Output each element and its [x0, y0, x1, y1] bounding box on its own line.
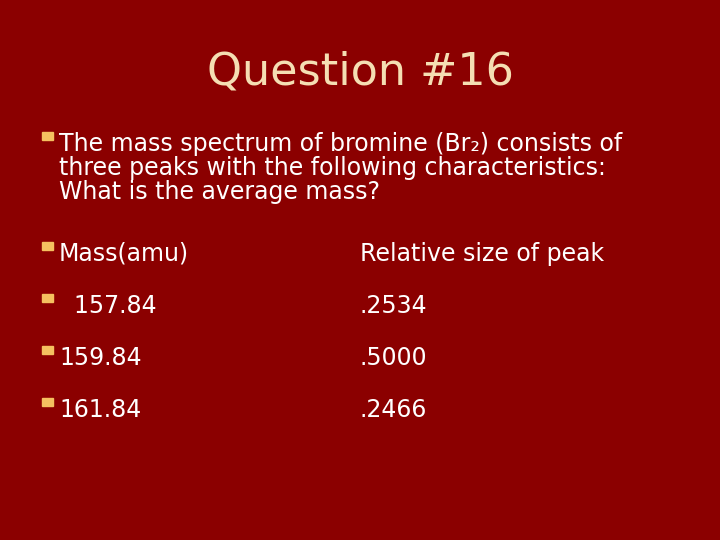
- Text: 161.84: 161.84: [59, 398, 141, 422]
- Bar: [42, 397, 53, 407]
- Text: Question #16: Question #16: [207, 50, 513, 93]
- Text: 157.84: 157.84: [59, 294, 157, 318]
- Bar: [42, 294, 53, 302]
- Text: Relative size of peak: Relative size of peak: [360, 242, 604, 266]
- Text: 159.84: 159.84: [59, 346, 142, 370]
- Text: What is the average mass?: What is the average mass?: [59, 180, 380, 204]
- Text: .2534: .2534: [360, 294, 428, 318]
- Text: Mass(amu): Mass(amu): [59, 242, 189, 266]
- Bar: [42, 132, 53, 140]
- Text: The mass spectrum of bromine (Br₂) consists of: The mass spectrum of bromine (Br₂) consi…: [59, 132, 622, 156]
- Text: three peaks with the following characteristics:: three peaks with the following character…: [59, 156, 606, 180]
- Bar: [42, 241, 53, 251]
- Text: .2466: .2466: [360, 398, 428, 422]
- Bar: [42, 346, 53, 354]
- Text: .5000: .5000: [360, 346, 428, 370]
